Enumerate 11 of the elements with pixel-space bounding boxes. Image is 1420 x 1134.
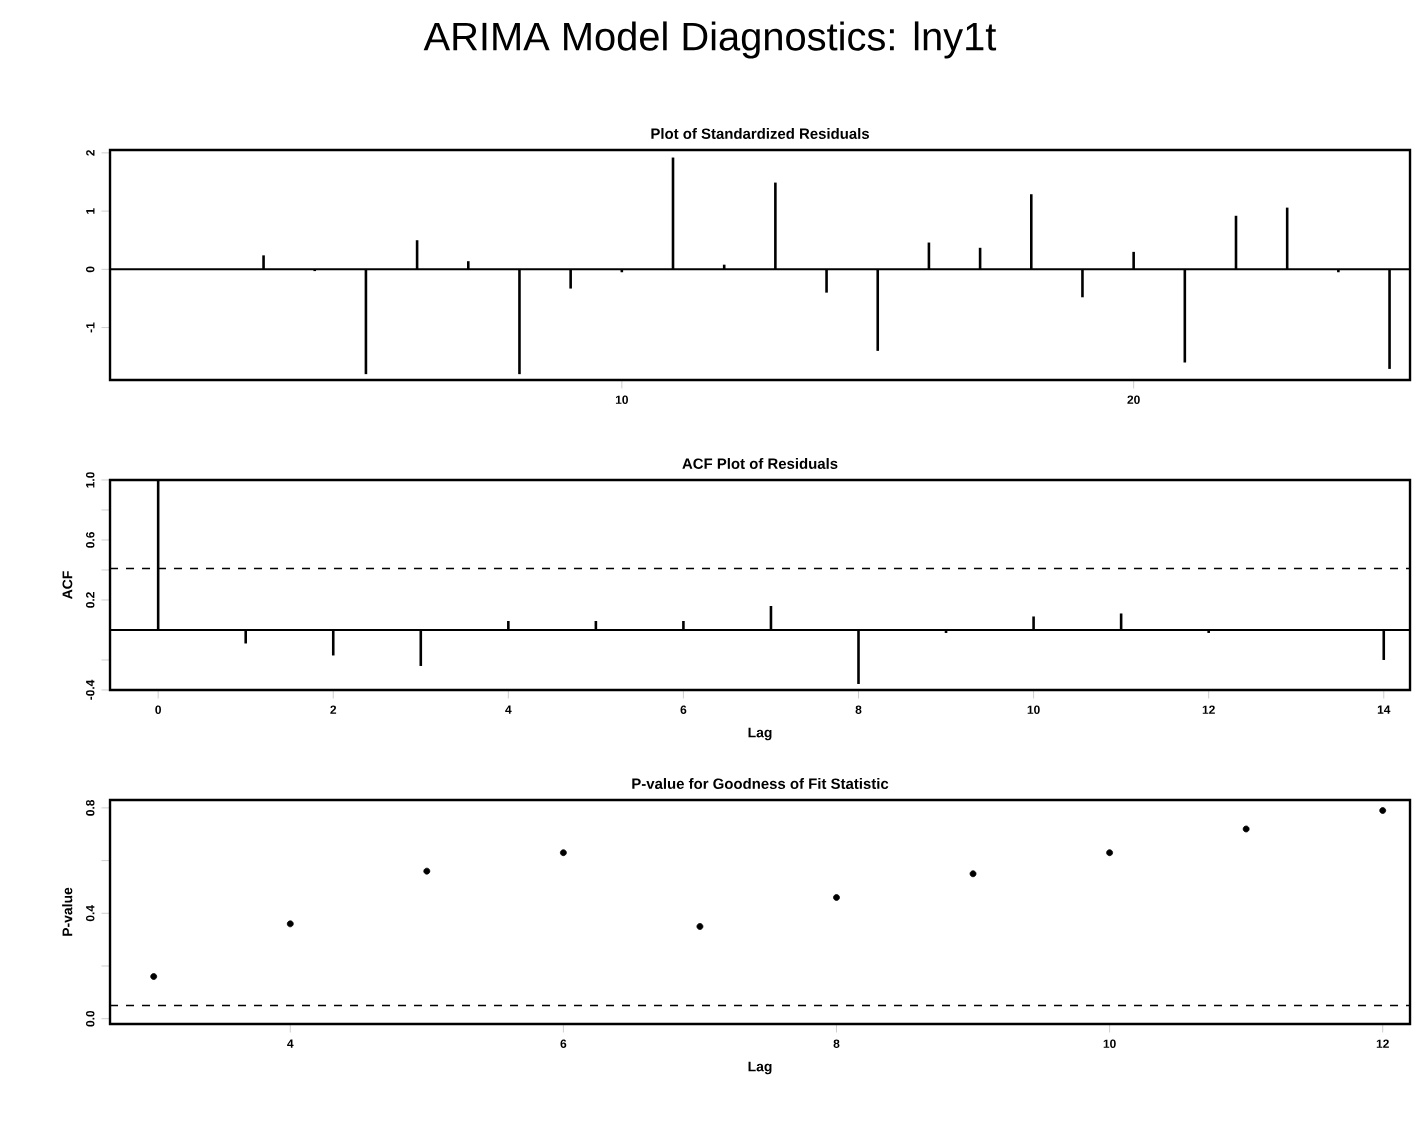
point [559, 849, 567, 857]
point [1242, 825, 1250, 833]
point [1379, 807, 1387, 814]
chart-title: ARIMA Model Diagnostics: lny1t [423, 21, 997, 59]
point [1106, 849, 1113, 857]
point [696, 923, 704, 930]
point [969, 870, 977, 878]
point [833, 894, 840, 901]
point [423, 867, 431, 875]
point [286, 920, 294, 928]
point [150, 973, 158, 980]
